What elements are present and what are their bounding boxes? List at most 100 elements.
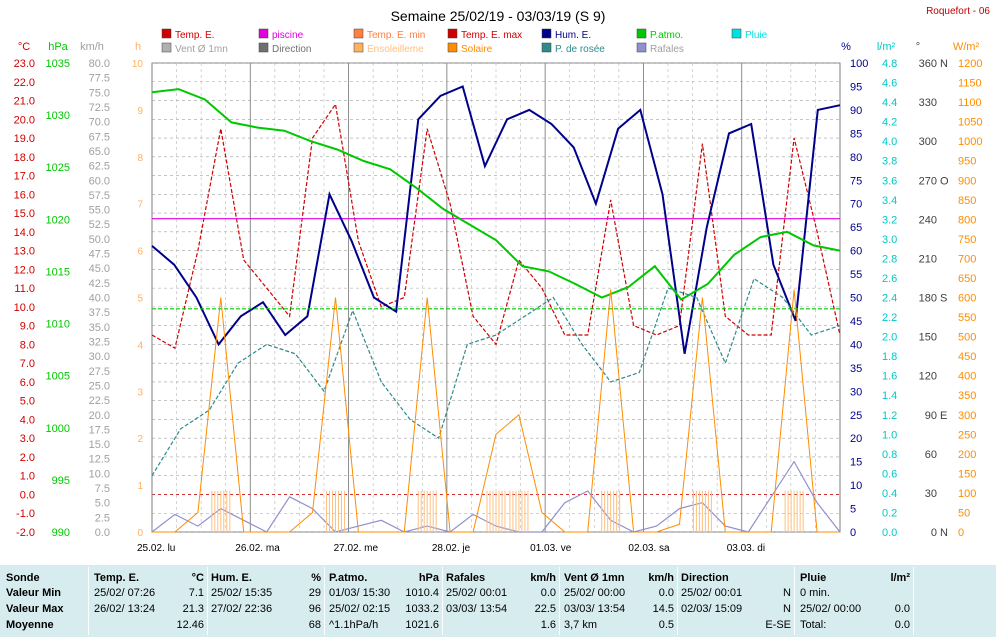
stats-cell-value: 7.1 [188, 587, 204, 599]
humidity-axis-label: 5 [850, 504, 856, 516]
wind-axis-label: 57.5 [89, 190, 110, 202]
solar-axis-label: 850 [958, 195, 976, 207]
solar-axis-label: 150 [958, 468, 976, 480]
solar-axis-label: 650 [958, 273, 976, 285]
stats-col-1: Temp. E. °C 25/02/ 07:26 7.1 26/02/ 13:24 21.… [94, 565, 204, 637]
stats-col-5: Vent Ø 1mn km/h 25/02/ 00:00 0.0 03/03/ 13:5… [564, 565, 674, 637]
sun-axis-label: 4 [137, 340, 143, 351]
direction-axis-label: 240 [919, 214, 937, 226]
solar-axis-label: 1150 [958, 78, 982, 90]
solar-axis-label: 600 [958, 293, 976, 305]
legend-label: Vent Ø 1mn [175, 44, 228, 55]
stats-col-title: Temp. E. [94, 572, 140, 584]
series-temp-e- [151, 102, 841, 350]
stats-cell-value: 0.5 [658, 619, 674, 631]
stats-cell-time: 02/03/ 15:09 [681, 603, 743, 615]
legend-swatch [541, 42, 552, 53]
legend-label: Direction [272, 44, 311, 55]
stats-col-3: P.atmo. hPa 01/03/ 15:30 1010.4 25/02/ 02:15… [329, 565, 439, 637]
direction-axis-label: 60 [925, 449, 937, 461]
legend-label: Temp. E. [175, 30, 214, 41]
direction-axis-label: 270 [919, 175, 937, 187]
wind-axis-label: 62.5 [89, 161, 110, 173]
stats-cell-value: 68 [308, 619, 321, 631]
wind-axis-label: 30.0 [89, 351, 110, 363]
x-tick-label: 27.02. me [334, 543, 379, 554]
rain-axis-label: 2.6 [882, 273, 897, 285]
rain-axis-label: 1.2 [882, 410, 897, 422]
wind-axis-label: 40.0 [89, 293, 110, 305]
humidity-axis-label-unit: % [841, 41, 851, 53]
stats-label-min: Valeur Min [6, 587, 62, 599]
legend-label: Temp. E. max [461, 30, 522, 41]
x-tick-label: 28.02. je [432, 543, 471, 554]
rain-axis-label: 1.6 [882, 371, 897, 383]
x-tick-label: 01.03. ve [530, 543, 572, 554]
wind-axis-label: 5.0 [95, 498, 110, 510]
legend-swatch [258, 28, 269, 39]
stats-cell-value: 1033.2 [405, 603, 439, 615]
rain-axis-label: 0.2 [882, 507, 897, 519]
compass-label: E [940, 410, 947, 422]
legend-swatch [161, 28, 172, 39]
humidity-axis-label: 90 [850, 105, 862, 117]
temp-axis-label: 0.0 [20, 489, 35, 501]
temp-axis-label: 3.0 [20, 433, 35, 445]
legend-label: Temp. E. min [367, 30, 425, 41]
solar-axis-label: 250 [958, 429, 976, 441]
x-tick-label: 03.03. di [727, 543, 765, 554]
humidity-axis-label: 75 [850, 175, 862, 187]
stats-col-title: P.atmo. [329, 572, 368, 584]
temp-axis-label-unit: °C [18, 41, 30, 53]
legend-swatch [636, 28, 647, 39]
stats-col-4: Rafales km/h 25/02/ 00:01 0.0 03/03/ 13:54 22… [446, 565, 556, 637]
wind-axis-label: 17.5 [89, 424, 110, 436]
rain-axis-label: 3.8 [882, 156, 897, 168]
legend-label: Ensoleilleme [367, 44, 424, 55]
temp-axis-label: 1.0 [20, 471, 35, 483]
stats-cell-time: 25/02/ 02:15 [329, 603, 391, 615]
stats-cell-time: 25/02/ 00:00 [564, 587, 626, 599]
temp-axis-label: 13.0 [14, 246, 35, 258]
series-hum-e- [151, 85, 841, 354]
temp-axis-label: 17.0 [14, 171, 35, 183]
stats-cell-value: 1010.4 [405, 587, 439, 599]
temp-axis-label: 23.0 [14, 58, 35, 70]
direction-axis-label: 180 [919, 293, 937, 305]
legend-swatch [447, 28, 458, 39]
wind-axis-label: 72.5 [89, 102, 110, 114]
humidity-axis-label: 15 [850, 457, 862, 469]
temp-axis-label: 19.0 [14, 133, 35, 145]
stats-col-title: Vent Ø 1mn [564, 572, 625, 584]
wind-axis-label: 10.0 [89, 468, 110, 480]
solar-axis-label: 500 [958, 332, 976, 344]
wind-axis-label: 70.0 [89, 117, 110, 129]
stats-cell-time: 25/02/ 00:01 [681, 587, 743, 599]
stats-col-unit: l/m² [890, 572, 910, 584]
solar-axis-label: 900 [958, 175, 976, 187]
stats-cell-value: 22.5 [534, 603, 556, 615]
wind-axis-label: 35.0 [89, 322, 110, 334]
rain-axis-label: 4.8 [882, 58, 897, 70]
stats-cell-time: 03/03/ 13:54 [564, 603, 626, 615]
chart-title: Semaine 25/02/19 - 03/03/19 (S 9) [391, 8, 606, 24]
stats-col-unit: km/h [648, 572, 674, 584]
stats-title: Sonde [6, 572, 40, 584]
stats-col-title: Rafales [446, 572, 486, 584]
solar-axis-label: 0 [958, 527, 964, 539]
stats-col-title: Direction [681, 572, 729, 584]
solar-axis-label: 950 [958, 156, 976, 168]
sun-axis-label: 2 [137, 434, 143, 445]
stats-cell-value: N [783, 603, 791, 615]
stats-col-unit: km/h [530, 572, 556, 584]
wind-axis-label: 37.5 [89, 307, 110, 319]
stats-cell-time: 26/02/ 13:24 [94, 603, 156, 615]
direction-axis-label: 90 [925, 410, 937, 422]
rain-axis-label: 1.0 [882, 429, 897, 441]
stats-cell-value: 0.0 [894, 603, 910, 615]
wind-axis-label: 42.5 [89, 278, 110, 290]
stats-label-avg: Moyenne [6, 619, 54, 631]
direction-axis-label: 360 [919, 58, 937, 70]
wind-axis-label: 60.0 [89, 175, 110, 187]
temp-axis-label: 8.0 [20, 339, 35, 351]
